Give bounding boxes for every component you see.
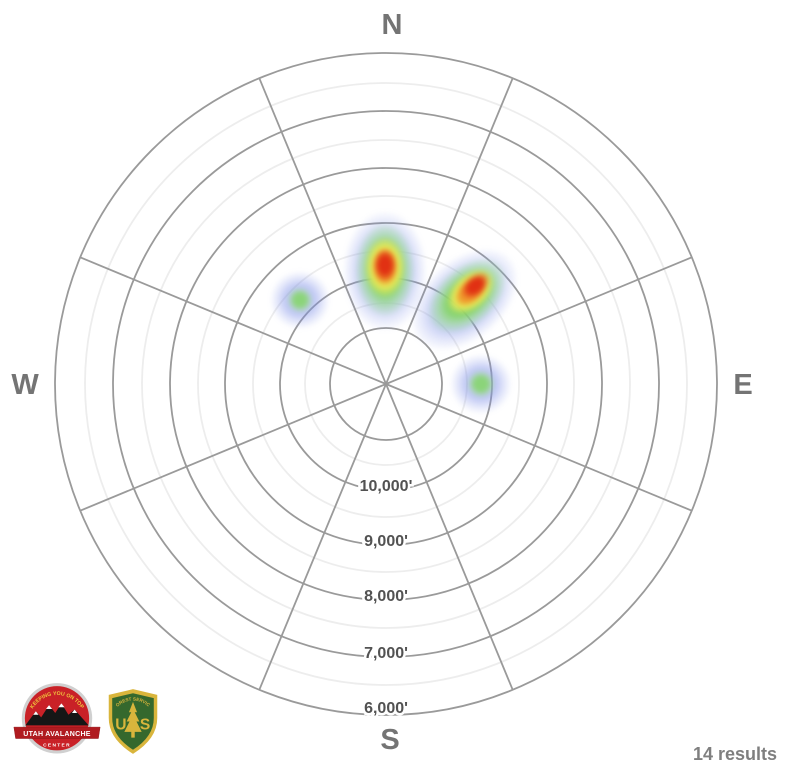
spoke-nne [385, 77, 514, 385]
south-label: S [380, 724, 399, 756]
ring-7000 [112, 110, 660, 658]
elevation-label-10000: 10,000' [360, 478, 413, 495]
spoke-wsw [79, 383, 387, 512]
elevation-label-7000: 7,000' [364, 645, 408, 662]
spoke-ene [385, 256, 693, 385]
spoke-nnw [258, 77, 387, 385]
results-count: 14 results [693, 744, 778, 764]
uac-logo-banner [13, 726, 101, 739]
elevation-label-9000: 9,000' [364, 533, 408, 550]
elevation-label-6000: 6,000' [364, 700, 408, 717]
uac-logo-title: UTAH AVALANCHE [23, 731, 91, 738]
usfs-logo-letter-s: S [140, 717, 150, 734]
elevation-label-8000: 8,000' [364, 588, 408, 605]
compass-labels: N E S W [11, 9, 752, 756]
utah-avalanche-center-logo[interactable]: KEEPING YOU ON TOP UTAH AVALANCHE CENTER [13, 683, 101, 758]
elevation-tick-labels: 10,000' 9,000' 8,000' 7,000' 6,000' [357, 476, 415, 720]
uac-logo-mountains [25, 703, 89, 726]
ring-7500 [141, 139, 631, 629]
us-forest-service-logo[interactable]: FOREST SERVICE U S [104, 688, 162, 755]
spoke-ssw [258, 383, 387, 691]
spoke-wnw [79, 256, 387, 385]
north-label: N [382, 9, 403, 41]
usfs-logo-tree [124, 701, 142, 738]
uac-logo-snowcaps [33, 703, 78, 715]
spoke-sse [385, 383, 514, 691]
ring-8000 [169, 167, 603, 601]
ring-6000-outer [54, 52, 718, 716]
usfs-logo-letter-u: U [115, 717, 126, 734]
west-label: W [11, 369, 39, 401]
spoke-ese [385, 383, 693, 512]
ring-6500 [84, 82, 688, 686]
uac-logo-subtitle: CENTER [43, 742, 71, 748]
east-label: E [733, 369, 752, 401]
